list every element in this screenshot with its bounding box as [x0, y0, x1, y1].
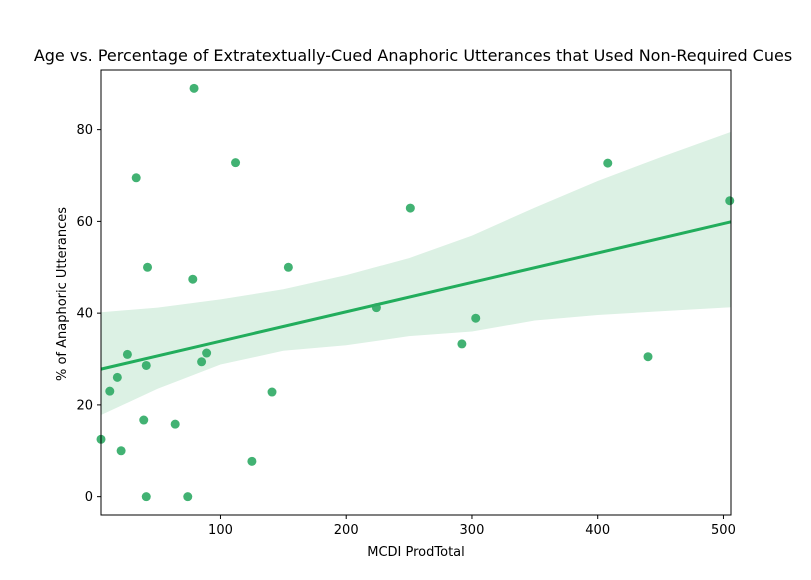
data-point: [170, 419, 180, 429]
y-tick-label: 0: [85, 490, 93, 505]
y-tick-label: 40: [76, 307, 93, 322]
y-tick-label: 60: [76, 215, 93, 230]
x-tick-label: 500: [711, 523, 736, 538]
data-point: [231, 158, 241, 168]
data-point: [188, 274, 198, 284]
data-point: [143, 262, 153, 272]
data-point: [643, 352, 653, 362]
data-point: [116, 446, 126, 456]
x-tick-label: 100: [208, 523, 233, 538]
scatter-points: [96, 83, 735, 502]
data-point: [112, 372, 122, 382]
data-point: [603, 158, 613, 168]
data-point: [247, 456, 257, 466]
x-axis-ticks: 100 200 300 400 500: [208, 515, 736, 538]
data-point: [471, 313, 481, 323]
data-point: [197, 357, 207, 367]
y-axis-label: % of Anaphoric Utterances: [55, 207, 70, 381]
data-point: [725, 196, 735, 206]
confidence-band-layer: [101, 131, 731, 415]
data-point: [122, 349, 132, 359]
confidence-band: [101, 131, 731, 415]
y-tick-label: 80: [76, 123, 93, 138]
regression-line-layer: [100, 220, 732, 371]
data-point: [141, 360, 151, 370]
data-point: [131, 173, 141, 183]
x-tick-label: 200: [334, 523, 359, 538]
data-point: [202, 348, 212, 358]
data-point: [183, 492, 193, 502]
data-point: [141, 492, 151, 502]
data-point: [283, 262, 293, 272]
x-tick-label: 400: [585, 523, 610, 538]
x-axis-label: MCDI ProdTotal: [367, 545, 465, 560]
data-point: [267, 387, 277, 397]
data-point: [405, 203, 415, 213]
y-axis-ticks: 0 20 40 60 80: [76, 123, 101, 505]
data-point: [457, 339, 467, 349]
x-tick-label: 300: [460, 523, 485, 538]
data-point: [371, 303, 381, 313]
chart-title: Age vs. Percentage of Extratextually-Cue…: [34, 46, 792, 65]
data-point: [105, 386, 115, 396]
data-point: [139, 415, 149, 425]
y-tick-label: 20: [76, 398, 93, 413]
data-point: [189, 83, 199, 93]
regression-line: [100, 220, 732, 371]
plot-frame: [100, 69, 732, 516]
